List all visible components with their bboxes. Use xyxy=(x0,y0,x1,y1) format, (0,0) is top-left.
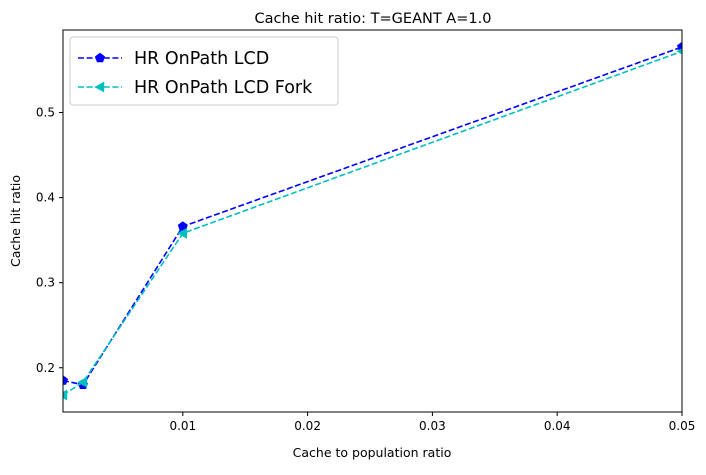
x-tick-label: 0.04 xyxy=(544,419,571,433)
x-axis-label: Cache to population ratio xyxy=(293,445,452,460)
y-tick-label: 0.2 xyxy=(36,361,55,375)
legend: HR OnPath LCD HR OnPath LCD Fork xyxy=(69,36,339,106)
data-point xyxy=(677,41,682,52)
y-tick-label: 0.4 xyxy=(36,191,55,205)
y-axis-label: Cache hit ratio xyxy=(8,175,23,267)
legend-marker xyxy=(94,81,105,93)
data-point xyxy=(63,375,68,385)
data-point xyxy=(63,389,68,401)
legend-marker xyxy=(95,52,105,63)
series-layer xyxy=(63,41,682,401)
legend-label: HR OnPath LCD Fork xyxy=(134,78,313,98)
data-point xyxy=(177,227,187,239)
x-tick-label: 0.01 xyxy=(169,419,196,433)
y-axis: 0.2 0.3 0.4 0.5 xyxy=(36,106,63,375)
x-axis: 0.01 0.02 0.03 0.04 0.05 xyxy=(169,412,695,433)
x-tick-label: 0.05 xyxy=(669,419,696,433)
plot-frame xyxy=(62,29,683,413)
y-tick-label: 0.5 xyxy=(36,106,55,120)
x-tick-label: 0.02 xyxy=(294,419,321,433)
legend-box xyxy=(69,36,339,106)
series-line xyxy=(63,50,682,396)
x-tick-label: 0.03 xyxy=(419,419,446,433)
legend-label: HR OnPath LCD xyxy=(134,49,269,69)
data-point xyxy=(77,376,88,388)
y-tick-label: 0.3 xyxy=(36,276,55,290)
chart-title: Cache hit ratio: T=GEANT A=1.0 xyxy=(255,11,492,27)
series-line xyxy=(63,46,682,386)
